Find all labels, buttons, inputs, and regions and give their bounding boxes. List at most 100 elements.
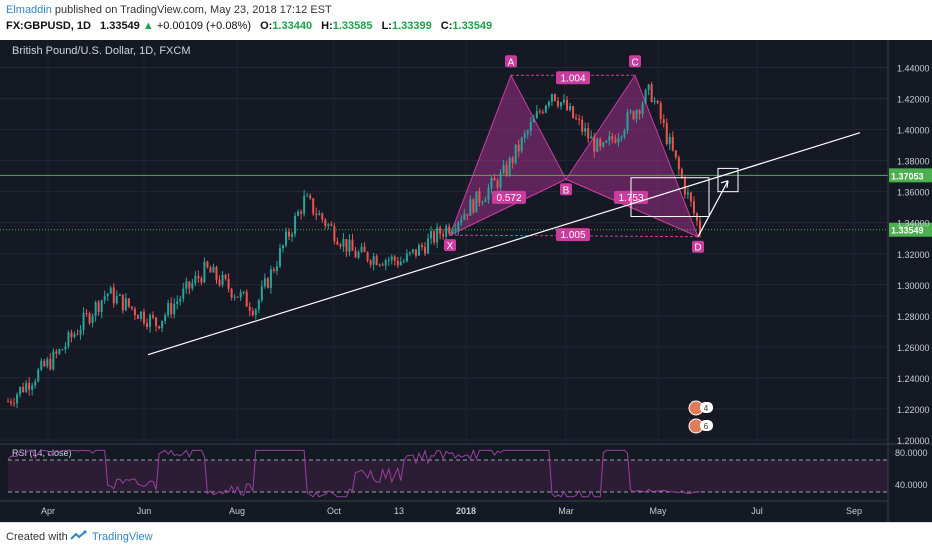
candle-body [484,199,487,202]
created-with-text: Created with [6,531,68,543]
candle-body [411,249,414,253]
candle-body [608,136,611,141]
trendline [147,132,861,356]
tradingview-logo-icon [70,530,87,540]
event-count-label: 4 [704,404,709,413]
candle-body [7,401,9,403]
candle-body [91,315,94,324]
candle-body [629,111,632,113]
chart-area[interactable]: RSI (14, close) 80.0000 40.0000 X A B C D 1.004… [0,40,932,522]
candle-body [315,213,318,216]
candle-body [285,231,288,246]
candle-body [218,279,221,286]
candle-body [164,315,167,321]
candle-body [566,99,569,111]
candle-body [439,227,442,235]
candle-body [109,287,112,294]
candle-body [176,301,179,304]
y-tick-label: 1.34000 [897,219,930,229]
candle-body [224,274,227,279]
candle-body [155,317,158,327]
candle-body [127,298,130,307]
pattern-point-badge [560,183,572,196]
pattern-point-badge [505,55,517,68]
candle-body [635,110,638,120]
candle-body [399,261,402,266]
price-chart[interactable]: RSI (14, close) 80.0000 40.0000 X A B C D 1.004… [0,40,932,522]
candle-body [269,269,272,288]
candle-body [294,215,297,234]
candle-body [430,231,433,239]
candle-body [130,306,133,309]
candle-body [590,136,593,139]
x-tick-label: May [649,506,667,516]
candle-body [460,219,463,223]
candle-body [487,187,490,200]
price-change: +0.00109 (+0.08%) [156,20,251,32]
pattern-point-badge [692,240,704,253]
pattern-point-label: D [694,243,701,254]
projection-box [630,177,710,218]
candle-body [475,191,478,213]
candle-body [106,293,109,297]
pattern-point-label: B [563,185,570,196]
candle-body [553,94,556,101]
event-count-badge[interactable] [700,402,713,413]
candle-body [254,309,257,315]
candle-body [547,101,550,106]
candle-body [457,222,460,230]
candle-body [665,123,668,145]
rsi-title: RSI (14, close) [12,448,72,458]
level-price-label: 1.37053 [891,171,924,181]
candle-body [351,239,354,251]
x-tick-label: 13 [394,506,404,516]
candle-body [124,298,127,311]
candle-body [662,119,665,124]
candle-body [206,261,209,268]
candle-body [88,313,91,324]
candle-body [632,111,635,120]
candle-body [541,111,544,113]
candle-body [94,302,97,316]
candle-body [227,278,230,289]
footer: Created with TradingView [0,522,932,551]
candle-body [303,195,306,214]
x-tick-label: Mar [558,506,574,516]
rsi-y-tick-label: 80.0000 [895,448,928,458]
candle-body [366,252,369,261]
candle-body [194,275,197,283]
open-label: O: [260,20,273,32]
candle-body [306,195,309,197]
event-count-badge[interactable] [700,420,713,431]
symbol-name: FX:GBPUSD, 1D [6,20,91,32]
candle-body [550,94,553,102]
pattern-ratio-line [565,178,699,238]
tradingview-brand-link[interactable]: TradingView [92,531,153,543]
candle-body [623,130,626,137]
candle-body [236,296,239,298]
candle-body [417,245,420,256]
candle-body [34,381,37,386]
candle-body [387,259,390,261]
candle-body [683,177,686,195]
candle-body [179,298,182,302]
candle-body [121,294,124,311]
author-link[interactable]: Elmaddin [6,4,52,16]
candle-body [454,229,457,231]
candle-body [345,238,348,252]
candle-body [115,295,118,304]
candle-body [674,150,677,158]
candle-body [43,360,46,367]
header: Elmaddin published on TradingView.com, M… [0,0,932,40]
candle-body [64,346,67,350]
candle-body [58,349,61,354]
candle-body [405,253,408,262]
candle-body [593,136,596,152]
x-tick-label: Jul [751,506,763,516]
candle-body [644,90,647,104]
candle-body [354,250,357,258]
candle-body [572,106,575,118]
candle-body [170,302,173,315]
candle-body [73,334,76,338]
candle-body [31,385,34,390]
